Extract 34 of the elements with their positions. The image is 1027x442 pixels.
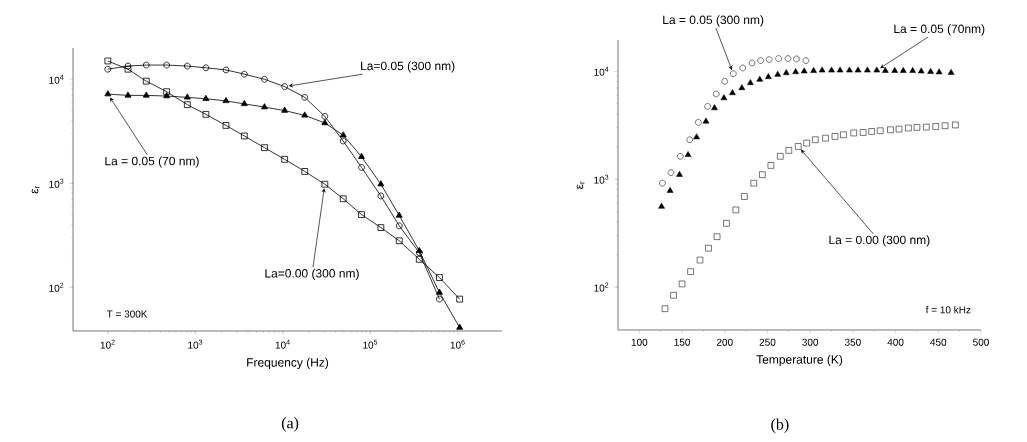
annotation: T = 300K xyxy=(106,310,148,318)
annotation: La=0.05 (300 nm) xyxy=(361,61,455,73)
x-tick-label: 10$^{3}$ xyxy=(188,339,203,349)
x-tick-label: 10$^{4}$ xyxy=(275,339,290,349)
annotation: La = 0.00 (300 nm) xyxy=(829,235,930,247)
y-tick-label: 10$^{3}$ xyxy=(49,178,64,188)
y-tick-label: 10$^{4}$ xyxy=(594,66,609,76)
x-axis-title: Temperature (K) xyxy=(756,354,843,367)
annotation: La=0.00 (300 nm) xyxy=(265,268,359,280)
y-tick-label: 10$^{4}$ xyxy=(49,74,64,84)
x-tick-label: 10$^{2}$ xyxy=(100,339,115,349)
y-axis-title: ε$_{r}$ xyxy=(31,185,40,194)
x-tick-label: 500 xyxy=(973,338,989,346)
x-tick-label: 200 xyxy=(716,338,733,346)
x-tick-label: 100 xyxy=(631,338,648,346)
x-tick-label: 450 xyxy=(930,338,947,346)
x-tick-label: 10$^{5}$ xyxy=(363,339,378,349)
y-tick-label: 10$^{2}$ xyxy=(594,282,609,292)
x-tick-label: 10$^{6}$ xyxy=(450,339,465,349)
x-tick-label: 300 xyxy=(802,338,819,346)
y-axis-title: ε$_{r}$ xyxy=(576,181,585,189)
x-axis-title: Frequency (Hz) xyxy=(247,357,329,370)
annotation: La = 0.05 (300 nm) xyxy=(663,15,764,27)
annotation: La = 0.05 (70nm) xyxy=(894,24,985,36)
y-tick-label: 10$^{3}$ xyxy=(594,174,609,184)
text: (b) xyxy=(771,418,789,433)
annotation: La = 0.05 (70 nm) xyxy=(105,156,199,168)
x-tick-label: 350 xyxy=(844,338,861,346)
annotation: f = 10 kHz xyxy=(925,306,971,314)
x-tick-label: 250 xyxy=(759,338,776,346)
text: (a) xyxy=(281,417,299,432)
y-tick-label: 10$^{2}$ xyxy=(49,282,64,292)
x-tick-label: 400 xyxy=(887,338,904,346)
x-tick-label: 150 xyxy=(674,338,690,346)
